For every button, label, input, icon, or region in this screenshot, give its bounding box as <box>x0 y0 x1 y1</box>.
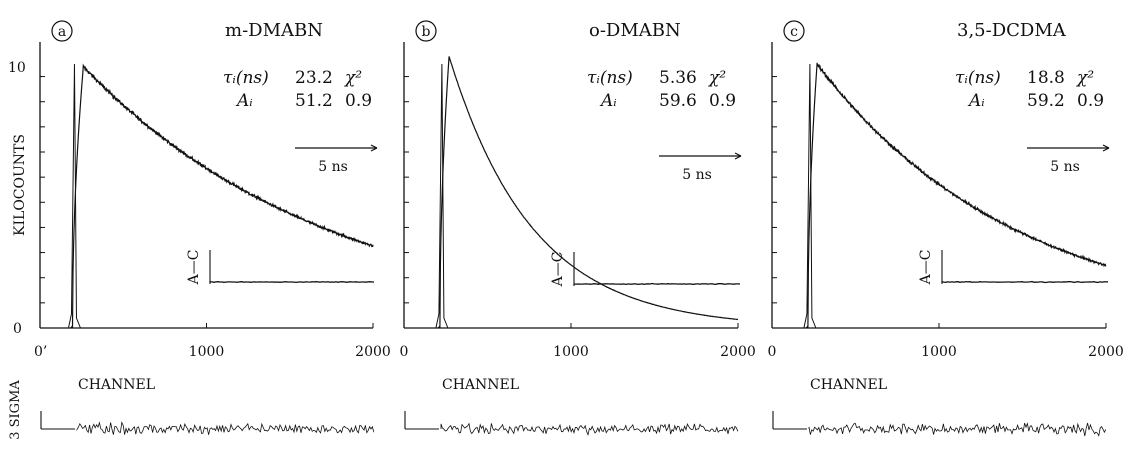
y-tick-label-0: 0 <box>13 321 22 337</box>
amplitude-value: 51.2 <box>295 91 333 111</box>
chi2-label: χ² <box>344 68 362 88</box>
panel-title: 3,5-DCDMA <box>957 20 1067 41</box>
amplitude-value: 59.2 <box>1027 91 1065 111</box>
y-axis-label: KILOCOUNTS <box>12 134 28 236</box>
x-axis-label: CHANNEL <box>442 377 519 393</box>
amplitude-label: Aᵢ <box>967 91 985 111</box>
x-tick-label: 1000 <box>189 344 225 360</box>
panel-tag: c <box>790 24 798 40</box>
amplitude-label: Aᵢ <box>599 91 617 111</box>
x-tick-label: 2000 <box>1088 344 1124 360</box>
chi2-label: χ² <box>1076 68 1094 88</box>
instrument-response-pulse <box>435 63 449 329</box>
panel-tag: a <box>58 24 66 40</box>
x-axis-label: CHANNEL <box>810 377 887 393</box>
residual-inset-trace <box>941 280 1109 284</box>
panels: 1000 2000 a m-DMABN τᵢ(ns) 23.2 χ² Aᵢ 51.2 0.9 5 n… <box>39 20 1124 437</box>
residual-inset-label: A—C <box>186 250 202 286</box>
panel-a: 1000 2000 a m-DMABN τᵢ(ns) 23.2 χ² Aᵢ 51.2 0.9 5 n… <box>39 20 391 435</box>
chi2-label: χ² <box>708 68 726 88</box>
chi2-value: 0.9 <box>345 91 372 111</box>
tau-label: τᵢ(ns) <box>587 68 633 88</box>
x-axis-label: CHANNEL <box>78 377 155 393</box>
scale-bar-arrowhead <box>734 152 742 160</box>
panel-b: 0 1000 2000 b o-DMABN τᵢ(ns) 5.36 χ² Aᵢ 59.6 0.9 5 … <box>400 20 756 437</box>
tau-label: τᵢ(ns) <box>223 68 269 88</box>
residual-inset-trace <box>209 281 374 284</box>
decay-curve <box>805 62 1107 329</box>
decay-curve <box>70 63 374 329</box>
residual-noise-trace <box>76 421 375 435</box>
panel-tag-circle <box>415 20 437 42</box>
scale-bar-label: 5 ns <box>1050 159 1080 175</box>
scale-bar-arrowhead <box>1102 144 1110 152</box>
scale-bar-label: 5 ns <box>682 167 712 183</box>
chi2-value: 0.9 <box>1077 91 1104 111</box>
x-tick-label: 1000 <box>921 344 957 360</box>
x-origin-label: 0’ <box>34 344 47 360</box>
residual-noise-trace <box>808 422 1107 437</box>
residual-inset-label: A—C <box>918 250 934 286</box>
tau-value: 18.8 <box>1027 68 1065 88</box>
panel-c: 0 1000 2000 c 3,5-DCDMA τᵢ(ns) 18.8 χ² Aᵢ 59.2 0.9… <box>768 20 1124 437</box>
residual-inset-trace <box>573 282 741 286</box>
residual-noise-trace <box>440 422 739 437</box>
x-tick-label: 0 <box>400 344 409 360</box>
x-tick-label: 2000 <box>720 344 756 360</box>
panel-title: m-DMABN <box>225 20 323 41</box>
x-tick-label: 0 <box>768 344 777 360</box>
panel-tag-circle <box>51 20 73 42</box>
residual-y-axis-label: 3 SIGMA <box>8 380 23 440</box>
tau-label: τᵢ(ns) <box>955 68 1001 88</box>
instrument-response-pulse <box>67 63 81 329</box>
panel-title: o-DMABN <box>589 20 681 41</box>
chi2-value: 0.9 <box>709 91 736 111</box>
amplitude-label: Aᵢ <box>235 91 253 111</box>
y-tick-label-10: 10 <box>8 60 26 76</box>
x-tick-label: 1000 <box>553 344 589 360</box>
tau-value: 23.2 <box>295 68 333 88</box>
decay-curve <box>437 56 739 329</box>
x-tick-label: 2000 <box>355 344 391 360</box>
panel-tag-circle <box>783 20 805 42</box>
instrument-response-pulse <box>803 63 817 329</box>
scale-bar-label: 5 ns <box>318 159 348 175</box>
panel-tag: b <box>422 24 431 40</box>
tau-value: 5.36 <box>659 68 697 88</box>
residual-inset-label: A—C <box>550 252 566 288</box>
amplitude-value: 59.6 <box>659 91 697 111</box>
scale-bar-arrowhead <box>370 144 378 152</box>
